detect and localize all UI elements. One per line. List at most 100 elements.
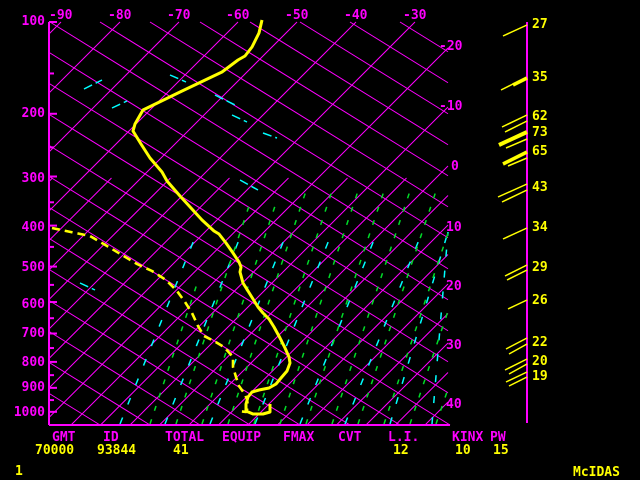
wind-barb (501, 114, 528, 128)
wind-speed-value: 43 (532, 180, 548, 195)
temp-label-top: -40 (344, 8, 368, 23)
mixing-ratio-line (119, 231, 198, 425)
mixing-ratio-dash (239, 179, 259, 191)
summary-header: L.I. (388, 430, 420, 445)
dry-adiabat-line (48, 144, 449, 394)
dry-adiabat-line (48, 330, 201, 426)
isotherm-line (424, 401, 449, 426)
isotherm-line (365, 342, 449, 426)
isotherm-line (188, 165, 449, 426)
frame-number: 1 (15, 464, 23, 479)
wind-speed-value: 27 (532, 17, 548, 32)
mixing-ratio-dash (231, 114, 248, 123)
isotherm-line (48, 177, 230, 359)
temp-label-right: -20 (439, 39, 463, 54)
dry-adiabat-line (48, 206, 401, 426)
wind-barb (505, 371, 528, 383)
temp-label-top: -50 (285, 8, 309, 23)
temp-label-right: 10 (446, 220, 462, 235)
summary-value: 70000 (35, 443, 75, 458)
dry-adiabat-line (48, 237, 351, 426)
moist-adiabat-line (435, 388, 449, 425)
isotherm-line (70, 47, 449, 426)
dry-adiabat-line (349, 21, 449, 84)
dry-adiabat-line (249, 21, 449, 146)
temp-label-right: 20 (446, 279, 462, 294)
wind-barb (497, 183, 528, 198)
mixing-ratio-line (344, 231, 423, 425)
wind-speed-value: 20 (532, 354, 548, 369)
moist-adiabat-line (149, 279, 200, 425)
isotherm-line (48, 21, 239, 212)
dry-adiabat-line (299, 21, 449, 115)
pressure-label: 500 (21, 260, 45, 275)
temp-label-top: -90 (49, 8, 73, 23)
wind-barb (504, 264, 528, 277)
moist-adiabat-line (331, 189, 412, 425)
summary-value: 15 (493, 443, 509, 458)
mixing-ratio-dash (262, 132, 278, 139)
mixing-ratio-dash (214, 94, 238, 107)
mixing-ratio-line (299, 231, 378, 425)
dry-adiabat-line (399, 21, 449, 53)
moist-adiabat-line (409, 310, 449, 425)
wind-barb (504, 120, 528, 133)
dry-adiabat-line (48, 361, 151, 426)
moist-adiabat-line (175, 204, 251, 425)
pressure-label: 400 (21, 220, 45, 235)
wind-barb (508, 363, 528, 375)
dry-adiabat-line (48, 51, 449, 301)
wind-barb (502, 24, 528, 37)
isotherm-line (48, 21, 180, 153)
summary-value: 12 (393, 443, 409, 458)
mcidas-brand: McIDAS (573, 465, 620, 480)
temp-label-top: -60 (226, 8, 250, 23)
dry-adiabat-line (48, 175, 451, 426)
pressure-label: 800 (21, 355, 45, 370)
wind-speed-value: 29 (532, 260, 548, 275)
isotherm-line (218, 195, 449, 426)
wind-speed-value: 73 (532, 125, 548, 140)
dry-adiabat-line (48, 113, 449, 363)
isotherm-line (48, 21, 416, 389)
wind-speed-value: 35 (532, 70, 548, 85)
dry-adiabat-line (48, 268, 301, 426)
dry-adiabat-line (48, 299, 251, 426)
isotherm-line (395, 372, 449, 426)
temp-label-right: 30 (446, 338, 462, 353)
dry-adiabat-line (49, 21, 449, 270)
temp-label-top: -30 (403, 8, 427, 23)
wind-barb (501, 189, 528, 203)
mixing-ratio-dash (79, 282, 96, 291)
isotherm-line (48, 177, 289, 418)
wind-speed-value: 26 (532, 293, 548, 308)
summary-header: TOTAL (165, 430, 205, 445)
pressure-label: 200 (21, 106, 45, 121)
wind-barb (504, 358, 528, 371)
isotherm-line (336, 313, 449, 426)
temp-label-right: 0 (451, 159, 459, 174)
temp-label-right: -10 (439, 99, 463, 114)
dewpoint-curve (51, 226, 250, 414)
mixing-ratio-line (209, 231, 288, 425)
isotherm-line (48, 21, 121, 94)
wind-barb (508, 376, 528, 387)
moist-adiabat-line (383, 232, 449, 425)
wind-barb (500, 82, 516, 91)
dry-adiabat-line (149, 21, 449, 208)
summary-header: EQUIP (222, 430, 262, 445)
dry-adiabat-line (99, 21, 449, 239)
temp-label-top: -70 (167, 8, 191, 23)
wind-barb (505, 337, 528, 350)
pressure-label: 900 (21, 380, 45, 395)
summary-value: 93844 (97, 443, 137, 458)
wind-speed-value: 19 (532, 369, 548, 384)
wind-barb (505, 138, 528, 149)
wind-barb (512, 76, 528, 87)
mixing-ratio-line (254, 231, 333, 425)
summary-header: CVT (338, 430, 362, 445)
summary-header: KINX (452, 430, 484, 445)
wind-speed-value: 62 (532, 109, 548, 124)
pressure-label: 700 (21, 326, 45, 341)
